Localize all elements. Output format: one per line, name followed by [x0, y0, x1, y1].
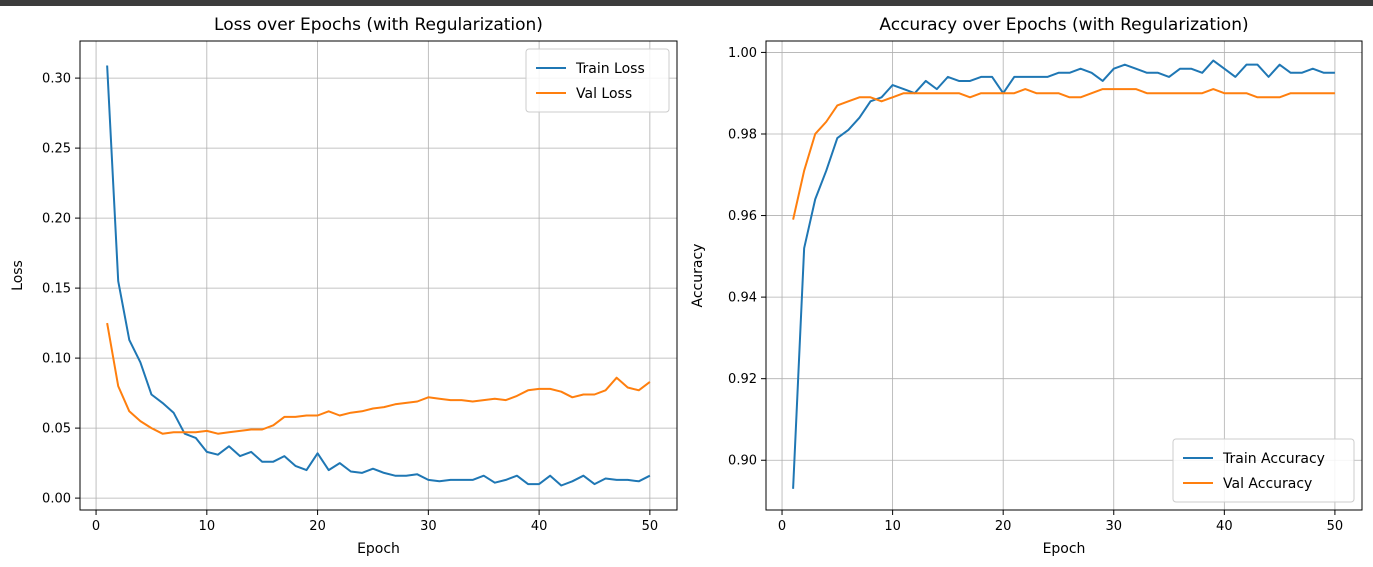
- loss-series-train-line: [106, 65, 651, 487]
- loss-y-tick-label: 0.20: [42, 212, 71, 227]
- loss-x-tick-label: 20: [309, 519, 326, 534]
- accuracy-y-tick-label: 0.98: [728, 127, 757, 142]
- loss-y-tick-label: 0.30: [42, 72, 71, 87]
- accuracy-plot-frame: [765, 40, 1363, 511]
- accuracy-y-tick-label: 0.92: [728, 372, 757, 387]
- accuracy-legend: Train Accuracy Val Accuracy: [1172, 438, 1355, 503]
- accuracy-series-val-line: [792, 88, 1335, 220]
- loss-y-tick-label: 0.05: [42, 422, 71, 437]
- accuracy-legend-val-label: Val Accuracy: [1223, 476, 1312, 492]
- accuracy-y-axis-label: Accuracy: [690, 244, 706, 308]
- loss-x-axis-label: Epoch: [357, 541, 400, 557]
- accuracy-y-tick-label: 1.00: [728, 46, 757, 61]
- accuracy-x-tick-label: 20: [995, 519, 1012, 534]
- accuracy-x-tick-label: 40: [1216, 519, 1233, 534]
- accuracy-chart-title: Accuracy over Epochs (with Regularizatio…: [879, 15, 1248, 35]
- loss-y-tick-label: 0.10: [42, 352, 71, 367]
- accuracy-series-group: [792, 59, 1335, 489]
- loss-x-tick-label: 40: [531, 519, 548, 534]
- loss-chart: 0 10 20 30 40 50 0.00 0.05 0.10 0.15 0.20 0.25 0.30…: [10, 15, 678, 557]
- accuracy-y-tick-label: 0.90: [728, 454, 757, 469]
- loss-y-tick-label: 0.15: [42, 282, 71, 297]
- accuracy-x-axis-label: Epoch: [1043, 541, 1086, 557]
- accuracy-y-tick-label: 0.94: [728, 291, 757, 306]
- loss-y-tick-label: 0.25: [42, 142, 71, 157]
- loss-y-axis-label: Loss: [10, 260, 26, 291]
- accuracy-series-train-line: [792, 59, 1335, 489]
- accuracy-x-tick-label: 50: [1327, 519, 1344, 534]
- accuracy-legend-train-label: Train Accuracy: [1222, 451, 1325, 467]
- accuracy-x-tick-label: 0: [778, 519, 786, 534]
- loss-legend: Train Loss Val Loss: [525, 48, 670, 113]
- accuracy-y-tick-label: 0.96: [728, 209, 757, 224]
- accuracy-y-ticks: 0.90 0.92 0.94 0.96 0.98 1.00: [728, 46, 766, 469]
- loss-series-group: [106, 65, 651, 487]
- loss-x-tick-label: 10: [199, 519, 216, 534]
- loss-x-tick-label: 30: [420, 519, 437, 534]
- loss-y-tick-label: 0.00: [42, 492, 71, 507]
- loss-series-val-line: [106, 322, 651, 435]
- accuracy-legend-box: [1172, 438, 1355, 503]
- window-top-bar: [0, 0, 1373, 6]
- loss-legend-train-label: Train Loss: [575, 61, 645, 77]
- loss-legend-val-label: Val Loss: [576, 86, 632, 102]
- loss-x-ticks: 0 10 20 30 40 50: [92, 510, 658, 534]
- loss-legend-box: [525, 48, 670, 113]
- loss-chart-title: Loss over Epochs (with Regularization): [214, 15, 543, 35]
- loss-plot-frame: [79, 40, 678, 511]
- accuracy-x-tick-label: 30: [1105, 519, 1122, 534]
- loss-x-tick-label: 50: [642, 519, 659, 534]
- loss-y-ticks: 0.00 0.05 0.10 0.15 0.20 0.25 0.30: [42, 72, 80, 507]
- accuracy-x-ticks: 0 10 20 30 40 50: [778, 510, 1343, 534]
- accuracy-x-tick-label: 10: [884, 519, 901, 534]
- loss-x-tick-label: 0: [92, 519, 100, 534]
- accuracy-chart: 0 10 20 30 40 50 0.90 0.92 0.94 0.96 0.98 1.00 Acc…: [690, 15, 1363, 557]
